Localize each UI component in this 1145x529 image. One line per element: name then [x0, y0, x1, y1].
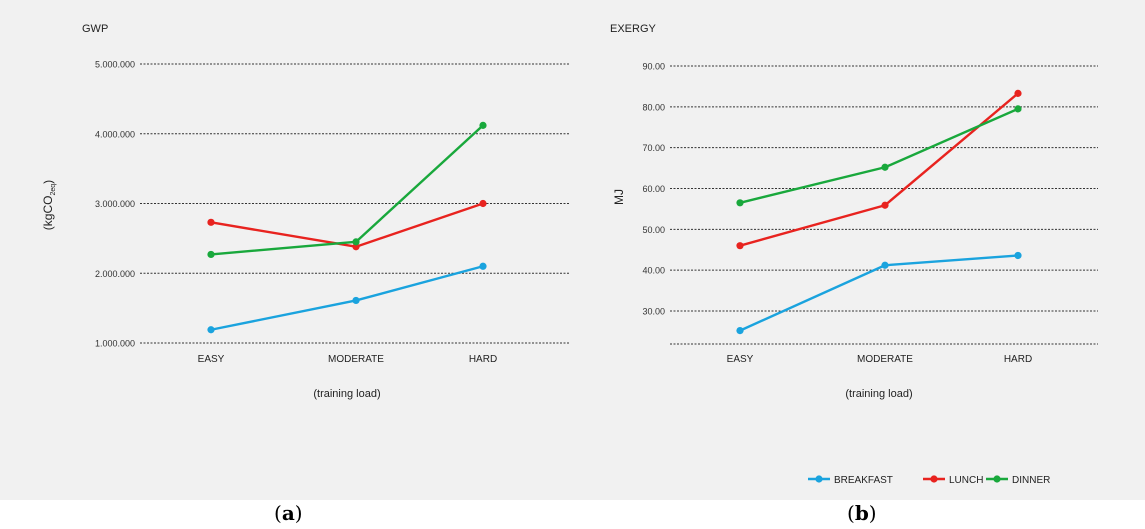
data-point-dinner: [352, 238, 360, 246]
data-point-breakfast: [881, 261, 889, 269]
y-tick-label: 5.000.000: [95, 60, 135, 70]
legend-marker-dinner: [993, 475, 1001, 483]
legend-marker-lunch: [930, 475, 938, 483]
data-point-dinner: [1014, 105, 1022, 113]
chart-area: GWP 1.000.000 2.000.000 3.000.000 4.000.000 5…: [0, 0, 1145, 500]
data-point-dinner: [479, 121, 487, 129]
x-axis-label: (training load): [313, 388, 380, 400]
y-tick-label: 4.000.000: [95, 129, 135, 139]
y-axis-label: (kgCO2eq): [41, 180, 57, 230]
series-line-breakfast: [210, 265, 484, 331]
y-tick-label: 50.00: [642, 225, 665, 235]
panel-label-b: (b): [847, 501, 877, 525]
y-tick-label: 30.00: [642, 307, 665, 317]
data-point-breakfast: [736, 327, 744, 335]
x-tick-label: MODERATE: [328, 354, 384, 365]
data-point-lunch: [479, 199, 487, 208]
y-tick-label: 2.000.000: [95, 269, 135, 279]
legend-label-breakfast: BREAKFAST: [834, 475, 893, 486]
y-axis-label: MJ: [612, 189, 626, 205]
y-tick-label: 3.000.000: [95, 199, 135, 209]
y-tick-label: 80.00: [642, 102, 665, 112]
x-axis-label: (training load): [845, 388, 912, 400]
data-point-lunch: [736, 242, 744, 250]
data-point-lunch: [1014, 89, 1022, 97]
series-line-lunch: [210, 202, 484, 248]
chart-panel-exergy: EXERGY 30.00 40.00 50.00 60.00 70.00 80.00 90.0…: [610, 23, 1098, 400]
data-point-dinner: [881, 163, 889, 171]
y-tick-label: 70.00: [642, 143, 665, 153]
data-point-breakfast: [1014, 251, 1022, 260]
x-tick-label: MODERATE: [857, 354, 913, 365]
chart-title: GWP: [82, 23, 108, 35]
data-point-dinner: [736, 199, 744, 207]
x-tick-label: EASY: [198, 354, 225, 365]
charts-svg: GWP 1.000.000 2.000.000 3.000.000 4.000.000 5…: [41, 23, 1098, 486]
legend-label-dinner: DINNER: [1012, 475, 1050, 486]
data-point-lunch: [207, 218, 215, 226]
panel-label-a: (a): [274, 501, 303, 525]
series-line-breakfast: [739, 254, 1019, 332]
data-point-breakfast: [207, 326, 215, 334]
x-tick-label: HARD: [469, 354, 497, 365]
y-tick-label: 40.00: [642, 266, 665, 276]
y-tick-label: 1.000.000: [95, 339, 135, 349]
x-tick-label: EASY: [727, 354, 754, 365]
data-point-dinner: [207, 250, 215, 259]
data-point-breakfast: [352, 296, 360, 305]
legend-marker-breakfast: [815, 475, 823, 483]
y-tick-label: 60.00: [642, 184, 665, 194]
x-tick-label: HARD: [1004, 354, 1032, 365]
chart-panel-gwp: GWP 1.000.000 2.000.000 3.000.000 4.000.000 5…: [41, 23, 569, 400]
legend-label-lunch: LUNCH: [949, 475, 983, 486]
chart-title: EXERGY: [610, 23, 657, 35]
y-tick-label: 90.00: [642, 62, 665, 72]
data-point-breakfast: [479, 262, 487, 270]
series-line-dinner: [210, 124, 484, 256]
data-point-lunch: [881, 201, 889, 209]
legend: BREAKFAST LUNCH DINNER: [808, 475, 1050, 486]
